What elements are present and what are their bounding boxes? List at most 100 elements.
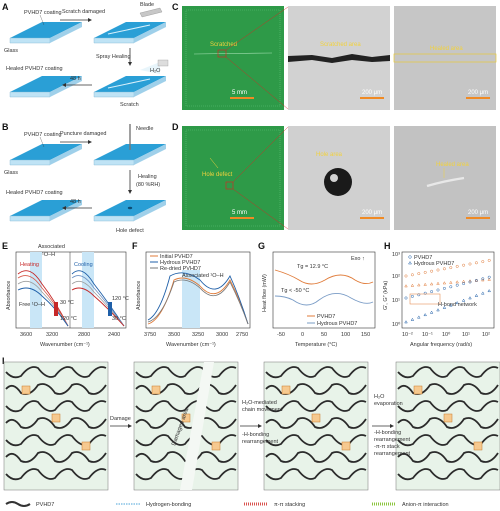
y-axis-label: Heat flow (mW) [262, 274, 268, 312]
rheology-point [468, 280, 472, 284]
label-coating: PVHD7 coating [24, 132, 62, 138]
polymer-chain [5, 451, 107, 463]
y-axis-label: G′, G″ (kPa) [383, 281, 389, 310]
healed-zone-box [393, 53, 497, 63]
label-hole-defect: Hole defect [116, 228, 144, 234]
polymer-chain [265, 417, 367, 429]
rheology-point [481, 291, 485, 295]
aromatic-ring [151, 385, 161, 395]
tick-2750: 2750 [236, 332, 248, 338]
scale-bar-mm [230, 97, 254, 99]
rheology-point [417, 283, 421, 287]
label-free-oh: Free ¹O–H [19, 302, 45, 308]
aromatic-ring [181, 413, 191, 423]
tick-3200: 3200 [46, 332, 58, 338]
rheology-point [455, 283, 459, 287]
tick-150: 150 [361, 332, 370, 338]
legend-hydrous: Hydrous PVHD7 [414, 261, 454, 267]
rheology-point [436, 288, 440, 292]
scale-um-2: 200 μm [468, 210, 488, 216]
rheology-point [423, 270, 427, 274]
x-axis-label: Temperature (°C) [295, 342, 337, 348]
label-healed: Healed PVHD7 coating [6, 190, 63, 196]
step2-line4: rearrangement [242, 439, 279, 445]
slab-scratched [93, 22, 166, 44]
rheology-point [474, 278, 478, 282]
x-axis-label: Wavenumber (cm⁻¹) [40, 342, 90, 348]
zoom-box [225, 181, 234, 190]
legend-pistack: π-π stacking [274, 502, 305, 508]
rheology-point [455, 264, 459, 268]
panel-i-mechanism: Damage Damaged area H₂O-mediated chain m… [3, 361, 500, 508]
label-30c-a: 30 °C [60, 300, 74, 306]
aromatic-ring [81, 441, 91, 451]
polymer-chain [265, 451, 367, 463]
aromatic-ring [341, 441, 351, 451]
panel-a-schematic: PVHD7 coating Glass Scratch damaged Blad… [4, 2, 169, 108]
rheology-point [410, 294, 414, 298]
xtick-2: 10⁻¹ [422, 332, 433, 338]
label-120c-b: 120 °C [112, 296, 129, 302]
label-48h: 48 h [70, 199, 81, 205]
label-scratch: Scratch [120, 102, 139, 108]
label-scratched-area: Scratched area [320, 42, 361, 48]
rheology-point [436, 268, 440, 272]
panel-h-rheology: H-bond network PVHD7 Hydrous PVHD7 10⁻² … [383, 251, 495, 348]
label-spray-healing: Spray Healing [96, 54, 131, 60]
scale-mm: 5 mm [232, 210, 247, 216]
tick-3600: 3600 [20, 332, 32, 338]
panel-label-e: E [2, 241, 9, 251]
aromatic-ring [211, 441, 221, 451]
plot-frame [401, 251, 495, 329]
panel-label-b: B [2, 122, 9, 132]
legend-initial: Initial PVHD7 [160, 254, 193, 260]
line-redried [147, 279, 249, 325]
rheology-point [468, 296, 472, 300]
ytick-3: 10¹ [392, 298, 400, 304]
aromatic-ring [281, 385, 291, 395]
rheology-point [442, 281, 447, 285]
label-puncture: Puncture damaged [60, 131, 106, 137]
label-tg2: Tg < -50 °C [281, 288, 309, 294]
step3-line2: evaporation [374, 401, 403, 407]
rheology-point [410, 273, 414, 277]
ytick-1: 10³ [392, 252, 400, 258]
x-axis-label: Angular frequency (rad/s) [410, 342, 472, 348]
scale-mm: 5 mm [232, 90, 247, 96]
rheology-point [436, 281, 440, 285]
panel-label-i: I [2, 356, 5, 366]
tick-50: 50 [321, 332, 327, 338]
blade-icon [139, 7, 163, 18]
legend-pvhd7: PVHD7 [36, 502, 54, 508]
legend-pvhd7-icon [5, 501, 31, 507]
panel-label-h: H [384, 241, 391, 251]
label-associated: Associated [38, 244, 65, 250]
label-assoc: Associated ¹O–H [182, 273, 224, 279]
aromatic-ring [413, 385, 423, 395]
slab-hole [93, 200, 166, 222]
label-damage: Damage [110, 416, 131, 422]
micrograph-healed [394, 126, 496, 230]
rheology-point [442, 286, 446, 290]
label-48h: 48 h [70, 76, 81, 82]
polymer-chain [5, 400, 107, 413]
panel-label-g: G [258, 241, 266, 251]
aromatic-ring [51, 413, 61, 423]
spray-bottle-icon [157, 59, 169, 67]
scale-bar-mm [230, 217, 254, 219]
colorbar-cooling [108, 302, 112, 316]
panel-b-schematic: PVHD7 coating Glass Puncture damaged Nee… [4, 124, 166, 234]
step3-line5: -π-π stack [374, 444, 400, 450]
slab-original [9, 144, 82, 166]
rheology-point [404, 320, 408, 324]
tick-100: 100 [341, 332, 350, 338]
label-healed: Healed PVHD7 coating [6, 66, 63, 72]
plot-frame [272, 251, 376, 329]
aromatic-ring [443, 413, 453, 423]
step3-line3: -H-bonding [374, 430, 401, 436]
shade-right [82, 252, 94, 328]
panel-c-micrographs: Scratched 5 mm Scratched area 200 μm Hea… [182, 6, 497, 110]
polymer-chain [5, 383, 107, 395]
panel-g-dsc: Exo ↑ Tg = 12.9 °C Tg < -50 °C PVHD7 Hyd… [262, 251, 376, 348]
legend-pvhd7: PVHD7 [414, 255, 432, 261]
